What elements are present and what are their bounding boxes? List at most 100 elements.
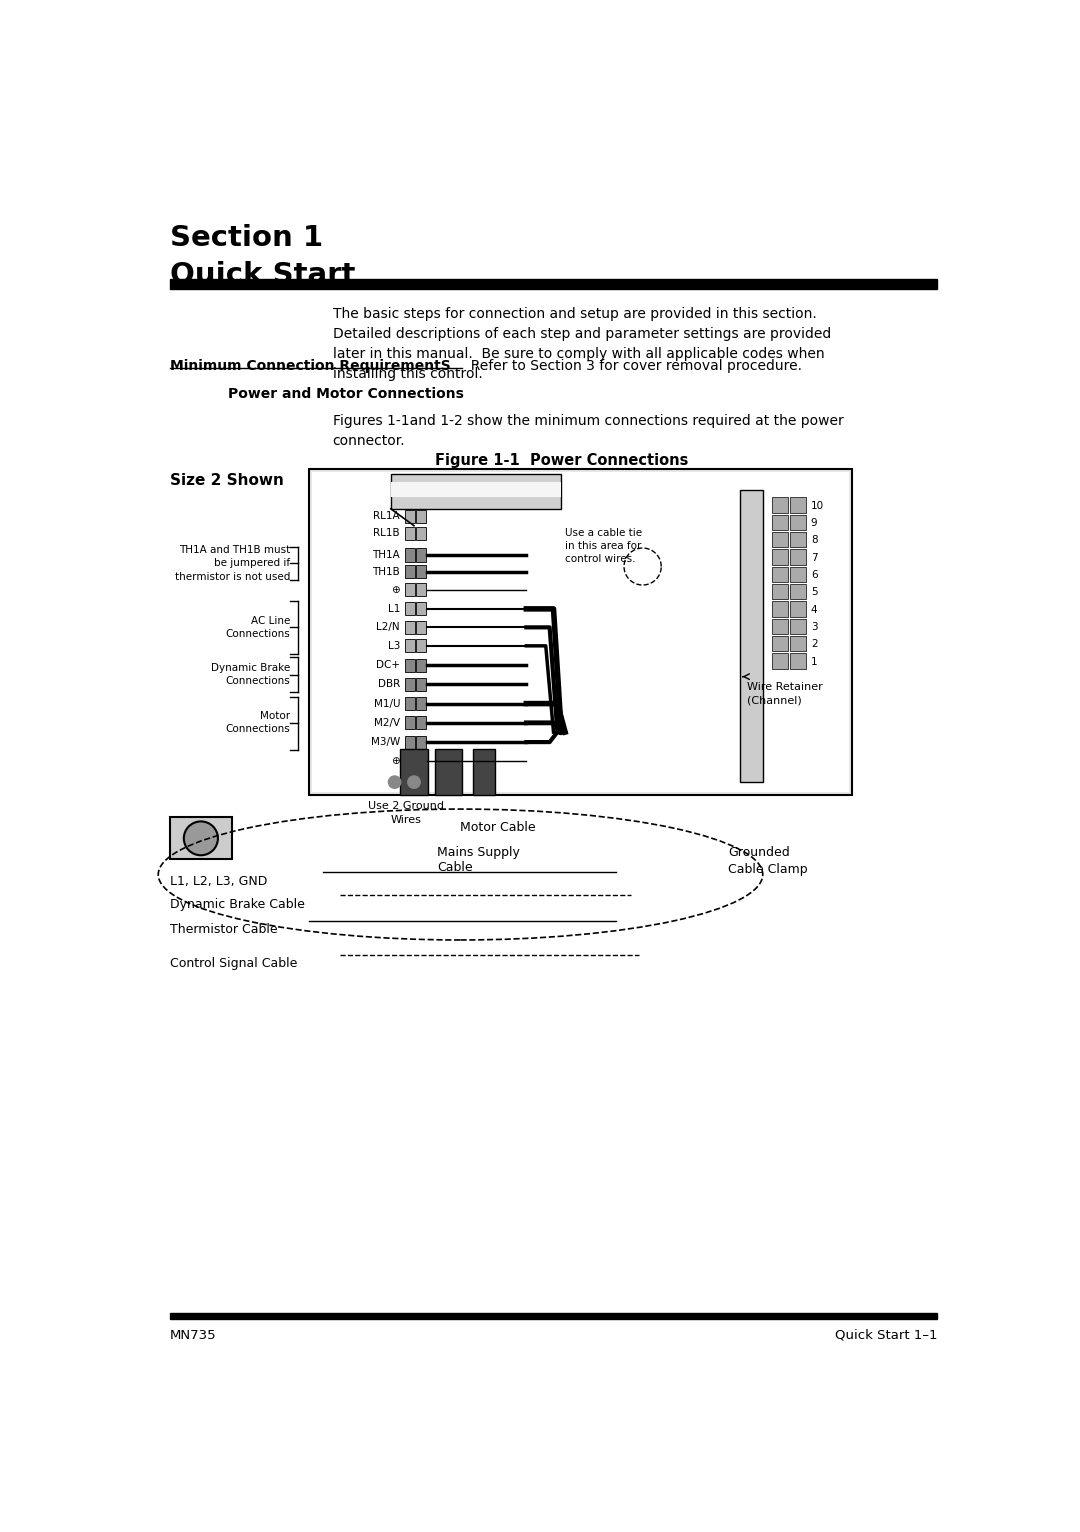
- Text: Minimum Connection RequirementS: Minimum Connection RequirementS: [170, 358, 450, 372]
- Bar: [416, 755, 426, 768]
- Bar: [405, 602, 415, 616]
- Text: L2/N: L2/N: [377, 622, 400, 633]
- Text: 8: 8: [811, 535, 818, 545]
- Text: 7: 7: [811, 553, 818, 562]
- Bar: [772, 515, 788, 530]
- Text: M3/W: M3/W: [370, 737, 400, 748]
- Text: M1/U: M1/U: [374, 699, 400, 709]
- Bar: [391, 483, 562, 498]
- Bar: [789, 619, 806, 634]
- Text: TH1B: TH1B: [373, 567, 400, 578]
- Text: 2: 2: [811, 639, 818, 650]
- Bar: [789, 532, 806, 547]
- Bar: [416, 677, 426, 691]
- Bar: [170, 1313, 937, 1319]
- Text: TH1A: TH1A: [373, 550, 400, 561]
- Text: L3: L3: [388, 640, 400, 651]
- Text: 4: 4: [811, 605, 818, 614]
- Text: Use 2 Ground
Wires: Use 2 Ground Wires: [368, 801, 444, 824]
- Bar: [772, 601, 788, 616]
- Bar: [789, 636, 806, 651]
- Bar: [391, 473, 562, 509]
- Text: 6: 6: [811, 570, 818, 581]
- Bar: [416, 565, 426, 579]
- Text: RL1A: RL1A: [374, 512, 400, 521]
- Text: Grounded
Cable Clamp: Grounded Cable Clamp: [728, 846, 808, 876]
- Bar: [405, 755, 415, 768]
- Text: Quick Start: Quick Start: [170, 260, 355, 290]
- Bar: [416, 717, 426, 729]
- Bar: [789, 584, 806, 599]
- Bar: [789, 601, 806, 616]
- Bar: [405, 584, 415, 596]
- Text: Dynamic Brake
Connections: Dynamic Brake Connections: [211, 663, 291, 686]
- Bar: [789, 515, 806, 530]
- Bar: [405, 659, 415, 671]
- Circle shape: [389, 777, 401, 789]
- Text: M2/V: M2/V: [374, 719, 400, 728]
- Text: DBR: DBR: [378, 679, 400, 689]
- Bar: [772, 636, 788, 651]
- Text: TH1A and TH1B must
be jumpered if
thermistor is not used: TH1A and TH1B must be jumpered if thermi…: [175, 545, 291, 582]
- Bar: [416, 697, 426, 711]
- Text: Figures 1-1and 1-2 show the minimum connections required at the power
connector.: Figures 1-1and 1-2 show the minimum conn…: [333, 414, 843, 449]
- Bar: [789, 498, 806, 513]
- Text: 3: 3: [811, 622, 818, 633]
- Text: ⊕: ⊕: [391, 585, 400, 594]
- Text: Motor Cable: Motor Cable: [460, 821, 536, 833]
- Text: Mains Supply
Cable: Mains Supply Cable: [437, 846, 521, 875]
- Text: Quick Start 1–1: Quick Start 1–1: [835, 1328, 937, 1342]
- Bar: [416, 659, 426, 671]
- Bar: [405, 717, 415, 729]
- Text: MN735: MN735: [170, 1328, 216, 1342]
- Bar: [772, 584, 788, 599]
- Bar: [435, 749, 462, 795]
- Bar: [416, 527, 426, 539]
- Text: Motor
Connections: Motor Connections: [226, 711, 291, 734]
- Bar: [772, 532, 788, 547]
- Bar: [312, 472, 849, 792]
- Text: The basic steps for connection and setup are provided in this section.
Detailed : The basic steps for connection and setup…: [333, 306, 831, 381]
- Text: L1: L1: [388, 604, 400, 614]
- Bar: [416, 602, 426, 616]
- Text: Section 1: Section 1: [170, 224, 323, 251]
- Bar: [772, 498, 788, 513]
- Text: L1, L2, L3, GND: L1, L2, L3, GND: [170, 875, 267, 887]
- Bar: [405, 565, 415, 579]
- Bar: [405, 620, 415, 634]
- Text: 10: 10: [811, 501, 824, 510]
- Bar: [405, 548, 415, 562]
- Bar: [405, 510, 415, 522]
- Bar: [416, 735, 426, 749]
- Text: Control Signal Cable: Control Signal Cable: [170, 958, 297, 970]
- Text: Dynamic Brake Cable: Dynamic Brake Cable: [170, 898, 305, 910]
- Text: 9: 9: [811, 518, 818, 529]
- Bar: [473, 749, 495, 795]
- Bar: [405, 527, 415, 539]
- Bar: [416, 620, 426, 634]
- Text: 5: 5: [811, 587, 818, 597]
- Bar: [405, 697, 415, 711]
- Bar: [405, 735, 415, 749]
- Text: AC Line
Connections: AC Line Connections: [226, 616, 291, 639]
- Circle shape: [184, 821, 218, 855]
- Bar: [170, 279, 937, 290]
- Bar: [405, 677, 415, 691]
- Text: RL1B: RL1B: [374, 529, 400, 538]
- Circle shape: [408, 777, 420, 789]
- Bar: [740, 490, 762, 783]
- Text: Wire Retainer
(Channel): Wire Retainer (Channel): [747, 682, 823, 705]
- Text: Refer to Section 3 for cover removal procedure.: Refer to Section 3 for cover removal pro…: [462, 358, 802, 372]
- Bar: [416, 548, 426, 562]
- Bar: [772, 619, 788, 634]
- Bar: [309, 469, 852, 795]
- Bar: [416, 639, 426, 653]
- Bar: [789, 653, 806, 668]
- Bar: [170, 817, 232, 859]
- Text: Thermistor Cable: Thermistor Cable: [170, 924, 278, 936]
- Text: ⊕: ⊕: [391, 757, 400, 766]
- Bar: [772, 653, 788, 668]
- Bar: [789, 567, 806, 582]
- Text: Power and Motor Connections: Power and Motor Connections: [228, 388, 464, 401]
- Bar: [405, 639, 415, 653]
